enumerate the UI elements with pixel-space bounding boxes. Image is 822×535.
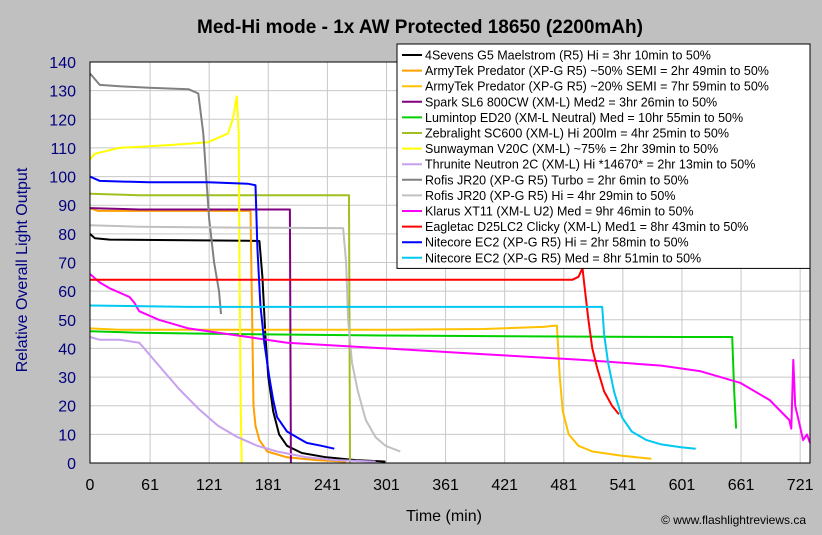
x-tick-label: 361 xyxy=(432,477,459,494)
y-tick-labels: 0 10 20 30 40 50 60 70 80 90 100 110 120 130 140 xyxy=(49,55,76,473)
y-tick-label: 30 xyxy=(58,370,76,387)
legend-box xyxy=(396,43,811,269)
chart-title: Med-Hi mode - 1x AW Protected 18650 (220… xyxy=(197,17,643,38)
x-tick-label: 241 xyxy=(314,477,341,494)
y-tick-label: 130 xyxy=(49,84,76,101)
x-tick-label: 121 xyxy=(196,477,223,494)
y-tick-label: 100 xyxy=(49,170,76,187)
legend-label: Nitecore EC2 (XP-G R5) Med = 8hr 51min t… xyxy=(425,251,701,265)
legend: 4Sevens G5 Maelstrom (R5) Hi = 3hr 10min… xyxy=(396,43,811,269)
y-tick-label: 120 xyxy=(49,112,76,129)
x-tick-label: 661 xyxy=(728,477,755,494)
series-line xyxy=(89,207,347,463)
x-tick-label: 0 xyxy=(86,477,95,494)
y-tick-label: 20 xyxy=(58,399,76,416)
y-tick-label: 110 xyxy=(50,141,76,158)
y-axis-label: Relative Overall Light Output xyxy=(14,167,31,372)
legend-label: Spark SL6 800CW (XM-L) Med2 = 3hr 26min … xyxy=(425,95,717,109)
series-line xyxy=(89,72,222,315)
series-line xyxy=(89,324,652,460)
legend-label: Rofis JR20 (XP-G R5) Hi = 4hr 29min to 5… xyxy=(425,189,675,203)
x-tick-labels: 0 61 121 181 241 301 361 421 481 541 601 661 721 xyxy=(86,477,814,494)
legend-label: Sunwayman V20C (XM-L) ~75% = 2hr 39min t… xyxy=(425,142,718,156)
series-line xyxy=(89,224,401,453)
x-tick-label: 301 xyxy=(373,477,400,494)
x-tick-label: 541 xyxy=(610,477,637,494)
y-tick-label: 70 xyxy=(58,256,76,273)
y-tick-label: 60 xyxy=(58,284,76,301)
legend-label: Nitecore EC2 (XP-G R5) Hi = 2hr 58min to… xyxy=(425,236,689,250)
legend-label: 4Sevens G5 Maelstrom (R5) Hi = 3hr 10min… xyxy=(425,49,711,63)
y-tick-label: 50 xyxy=(58,313,76,330)
legend-label: Thrunite Neutron 2C (XM-L) Hi *14670* = … xyxy=(425,158,755,172)
legend-label: ArmyTek Predator (XP-G R5) ~50% SEMI = 2… xyxy=(425,64,769,78)
credit-text: © www.flashlightreviews.ca xyxy=(661,513,806,527)
x-tick-label: 61 xyxy=(141,477,159,494)
series-line xyxy=(89,273,811,444)
legend-label: Lumintop ED20 (XM-L Neutral) Med = 10hr … xyxy=(425,111,743,125)
legend-label: ArmyTek Predator (XP-G R5) ~20% SEMI = 7… xyxy=(425,80,769,94)
series-line xyxy=(89,207,292,464)
y-tick-label: 90 xyxy=(58,198,76,215)
x-tick-label: 601 xyxy=(669,477,696,494)
series-line xyxy=(89,175,335,450)
legend-label: Klarus XT11 (XM-L U2) Med = 9hr 46min to… xyxy=(425,205,694,219)
x-axis-label: Time (min) xyxy=(406,508,482,525)
x-tick-label: 481 xyxy=(550,477,577,494)
x-tick-label: 421 xyxy=(491,477,518,494)
series-line xyxy=(89,304,696,450)
y-tick-label: 80 xyxy=(58,227,76,244)
legend-label: Eagletac D25LC2 Clicky (XM-L) Med1 = 8hr… xyxy=(425,220,748,234)
x-tick-label: 721 xyxy=(787,477,814,494)
x-tick-label: 181 xyxy=(255,477,282,494)
legend-label: Rofis JR20 (XP-G R5) Turbo = 2hr 6min to… xyxy=(425,173,689,187)
series-line xyxy=(89,192,351,464)
y-tick-label: 140 xyxy=(49,55,76,72)
y-tick-label: 10 xyxy=(58,427,76,444)
y-tick-label: 40 xyxy=(58,341,76,358)
series-line xyxy=(89,336,376,463)
series-line xyxy=(89,330,738,429)
legend-label: Zebralight SC600 (XM-L) Hi 200lm = 4hr 2… xyxy=(425,127,729,141)
y-tick-label: 0 xyxy=(67,456,76,473)
series-line xyxy=(89,95,243,464)
